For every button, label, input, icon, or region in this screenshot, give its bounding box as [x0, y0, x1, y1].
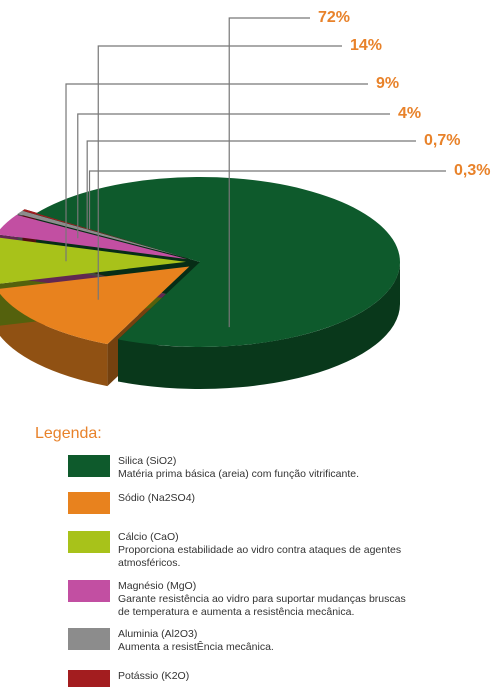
legend-swatch: [68, 580, 110, 602]
value-label: 4%: [398, 105, 421, 122]
legend-description: Matéria prima básica (areia) com função …: [118, 468, 360, 480]
legend-description: Garante resistência ao vidro para suport…: [118, 593, 406, 618]
legend-text: Magnésio (MgO) Garante resistência ao vid…: [118, 580, 418, 619]
legend-item: Potássio (K2O): [68, 670, 418, 687]
legend-text: Sódio (Na2SO4): [118, 492, 418, 505]
leader-line: [228, 17, 310, 328]
legend-swatch: [68, 455, 110, 477]
legend-text: Potássio (K2O): [118, 670, 418, 683]
slice: [0, 237, 187, 284]
pie-chart: 72%14% 9% 4%0,7% 0,3%: [0, 9, 490, 390]
legend-label: Sódio (Na2SO4): [118, 492, 196, 504]
leader-line: [88, 170, 446, 230]
legend-description: Proporciona estabilidade ao vidro contra…: [118, 544, 402, 569]
legend-label: Aluminia (Al2O3): [118, 628, 198, 640]
legend-label: Potássio (K2O): [118, 670, 190, 682]
value-label: 9%: [376, 75, 399, 92]
leader-line: [77, 113, 390, 239]
legend-item: Magnésio (MgO) Garante resistência ao vid…: [68, 580, 418, 619]
value-label: 72%: [318, 9, 350, 26]
value-label: 0,7%: [424, 132, 460, 149]
value-label: 14%: [350, 37, 382, 54]
legend-item: Cálcio (CaO) Proporciona estabilidade ao …: [68, 531, 418, 570]
legend-text: Cálcio (CaO) Proporciona estabilidade ao …: [118, 531, 418, 570]
legend-item: Sódio (Na2SO4): [68, 492, 418, 514]
legend-label: Cálcio (CaO): [118, 531, 179, 543]
legend-description: Aumenta a resistÊncia mecânica.: [118, 641, 274, 653]
slice: [17, 210, 189, 259]
slice: [0, 266, 190, 345]
slice-side: [118, 262, 401, 390]
leader-line: [65, 83, 368, 262]
value-label: 0,3%: [454, 162, 490, 179]
legend-item: Aluminia (Al2O3) Aumenta a resistÊncia me…: [68, 628, 418, 654]
slice: [0, 214, 188, 260]
legend-item: Silica (SiO2) Matéria prima básica (areia…: [68, 455, 418, 481]
legend-title: Legenda:: [35, 425, 102, 442]
legend-swatch: [68, 628, 110, 650]
legend-text: Silica (SiO2) Matéria prima básica (areia…: [118, 455, 418, 481]
slice: [36, 177, 400, 347]
legend-text: Aluminia (Al2O3) Aumenta a resistÊncia me…: [118, 628, 418, 654]
legend-swatch: [68, 492, 110, 514]
leader-line: [97, 45, 342, 300]
legend-swatch: [68, 670, 110, 687]
legend-label: Magnésio (MgO): [118, 580, 197, 592]
legend-label: Silica (SiO2): [118, 455, 177, 467]
slice-tops: [0, 177, 400, 347]
legend-swatch: [68, 531, 110, 553]
leader-line: [86, 140, 416, 231]
